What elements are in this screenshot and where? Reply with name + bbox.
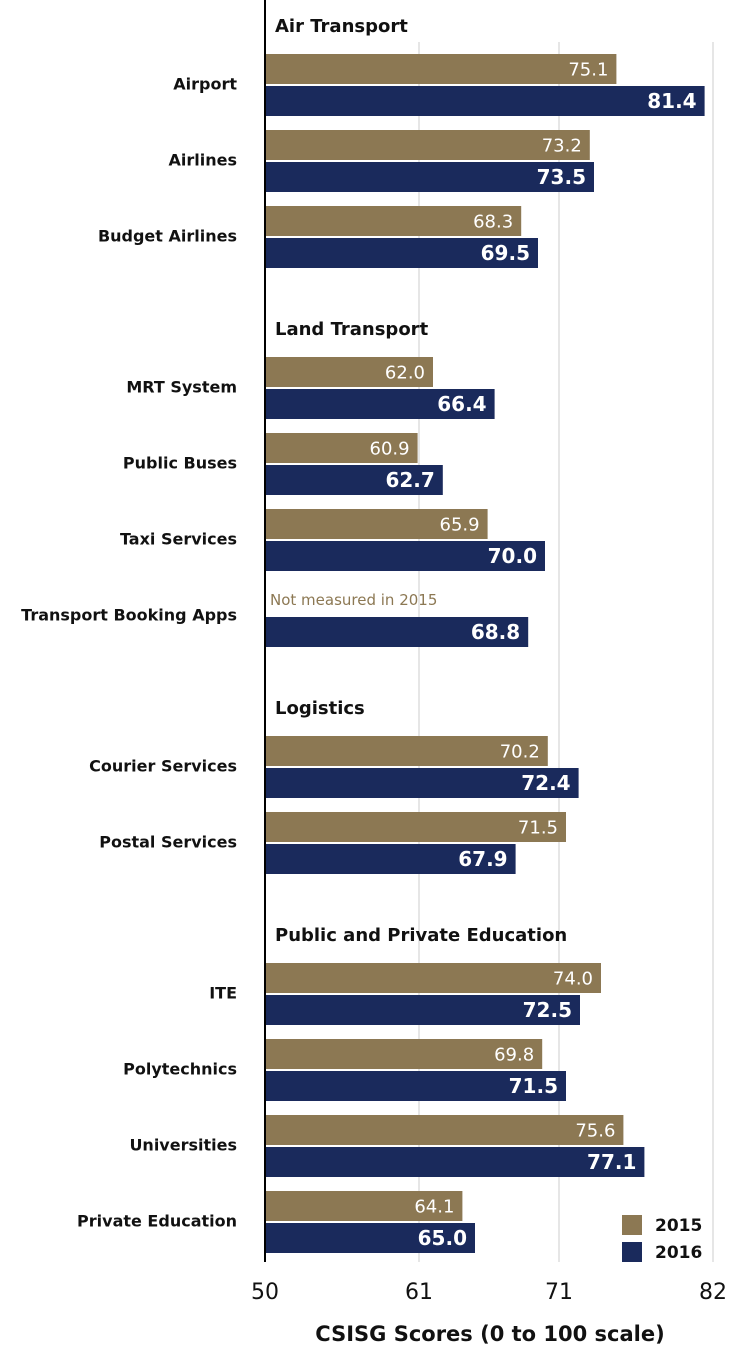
x-axis-title: CSISG Scores (0 to 100 scale) [315,1322,664,1346]
bar [265,1071,566,1101]
bar [265,509,488,539]
value-label: 68.3 [473,212,513,233]
bar [265,768,579,798]
y-tick-label: Postal Services [99,833,237,852]
bar [265,130,590,160]
value-label: 71.5 [518,818,558,839]
section-heading: Logistics [275,698,365,719]
bar [265,1191,463,1221]
bar [265,1147,645,1177]
value-label: 75.1 [568,60,608,81]
value-label: 74.0 [553,969,593,990]
value-label: 65.0 [418,1226,467,1250]
x-tick-label: 61 [405,1280,433,1305]
bar [265,736,548,766]
bar [265,357,433,387]
value-label: 60.9 [370,439,410,460]
value-label: 62.0 [385,363,425,384]
value-label: 72.4 [521,771,570,795]
y-tick-label: Courier Services [89,757,237,776]
value-label: 69.5 [481,241,530,265]
bar [265,389,495,419]
legend-swatch [622,1215,642,1235]
y-tick-label: Airlines [169,151,238,170]
value-label: 72.5 [523,998,572,1022]
value-label: 81.4 [647,89,696,113]
x-tick-label: 71 [545,1280,573,1305]
y-tick-label: MRT System [126,378,237,397]
bar [265,1039,543,1069]
bar [265,238,538,268]
value-label: 70.2 [500,742,540,763]
bar [265,844,516,874]
bar [265,86,705,116]
bar [265,812,566,842]
bar [265,1223,475,1253]
value-label: 71.5 [509,1074,558,1098]
y-tick-label: Public Buses [123,454,237,473]
x-tick-label: 82 [699,1280,727,1305]
y-tick-label: Budget Airlines [98,227,237,246]
value-label: 65.9 [440,515,480,536]
y-tick-label: Taxi Services [120,530,237,549]
value-label: 73.5 [537,165,586,189]
bar [265,206,522,236]
value-label: 73.2 [542,136,582,157]
bar [265,465,443,495]
value-label: 66.4 [437,392,486,416]
value-label: 64.1 [414,1197,454,1218]
bar [265,617,529,647]
value-label: 77.1 [587,1150,636,1174]
bar [265,1115,624,1145]
bar [265,162,594,192]
legend-label: 2016 [655,1243,702,1263]
value-label: 67.9 [458,847,507,871]
section-heading: Air Transport [275,16,408,37]
bar [265,963,601,993]
bar [265,541,545,571]
legend-swatch [622,1242,642,1262]
section-heading: Land Transport [275,319,429,340]
y-tick-label: Private Education [77,1212,237,1231]
y-tick-label: Transport Booking Apps [21,606,237,625]
annotation: Not measured in 2015 [270,591,437,609]
y-tick-label: Airport [173,75,237,94]
value-label: 68.8 [471,620,520,644]
bar [265,433,418,463]
y-tick-label: Polytechnics [123,1060,237,1079]
value-label: 62.7 [385,468,434,492]
y-tick-label: ITE [209,984,237,1003]
legend-label: 2015 [655,1216,702,1236]
bar [265,54,617,84]
y-tick-label: Universities [129,1136,237,1155]
value-label: 70.0 [488,544,537,568]
x-tick-label: 50 [251,1280,279,1305]
bar [265,995,580,1025]
value-label: 69.8 [494,1045,534,1066]
section-heading: Public and Private Education [275,925,567,946]
value-label: 75.6 [575,1121,615,1142]
